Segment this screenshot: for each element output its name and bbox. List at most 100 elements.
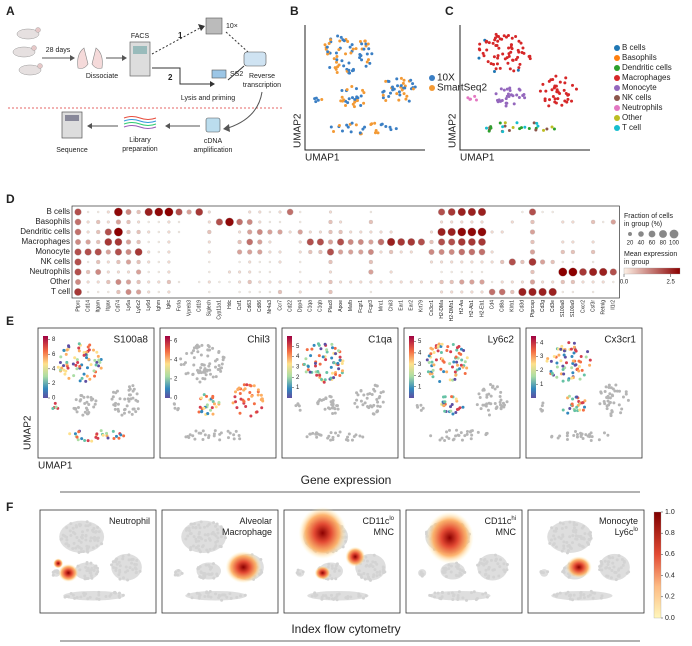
dot xyxy=(326,248,335,256)
cell-dot xyxy=(341,359,345,363)
dot xyxy=(389,230,393,234)
dot xyxy=(136,209,141,215)
cell-dot xyxy=(492,69,496,73)
colorbar-tick-label: 0.0 xyxy=(665,615,675,622)
cell-dot xyxy=(330,564,334,568)
dot xyxy=(167,260,171,264)
cell-dot xyxy=(397,90,401,94)
cell-dot xyxy=(579,360,583,364)
cell-dot xyxy=(454,411,458,415)
cell-dot xyxy=(203,525,207,529)
cell-dot xyxy=(84,533,88,537)
cell-dot xyxy=(391,85,395,89)
dot xyxy=(106,220,110,224)
dot xyxy=(96,229,101,235)
cell-dot xyxy=(504,104,508,108)
colorbar-tick-label: 2 xyxy=(540,368,544,374)
cell-dot xyxy=(560,344,564,348)
cell-dot xyxy=(362,47,366,51)
cell-dot xyxy=(453,377,457,381)
cell-dot xyxy=(231,401,235,405)
dot xyxy=(561,240,565,244)
dot xyxy=(136,289,142,295)
cell-dot xyxy=(570,376,574,380)
cell-dot xyxy=(118,564,122,568)
dot xyxy=(601,280,605,284)
cell-dot xyxy=(575,523,579,527)
cell-dot xyxy=(133,566,137,570)
cell-dot xyxy=(203,377,207,381)
cell-dot xyxy=(546,570,550,574)
dot xyxy=(157,240,160,244)
cell-dot xyxy=(376,409,380,413)
cell-dot xyxy=(402,92,406,96)
cell-dot xyxy=(367,406,371,410)
density-blob xyxy=(314,565,331,580)
cell-dot xyxy=(325,350,329,354)
cell-dot xyxy=(451,342,455,346)
cell-dot xyxy=(384,98,388,102)
population-label: Ly6clo xyxy=(615,527,639,538)
cell-dot xyxy=(395,77,399,81)
cell-dot xyxy=(365,563,369,567)
cell-dot xyxy=(357,569,361,573)
cell-dot xyxy=(387,94,391,98)
dot xyxy=(571,220,575,224)
cell-dot xyxy=(206,411,210,415)
cell-dot xyxy=(238,411,242,415)
cell-dot xyxy=(362,393,366,397)
population-label: Neutrophil xyxy=(109,516,150,526)
colorbar-tick-label: 0.8 xyxy=(665,530,675,537)
cell-dot xyxy=(207,364,211,368)
cell-dot xyxy=(82,351,86,355)
gene-label: Cd63 xyxy=(247,300,253,312)
cell-dot xyxy=(95,432,99,436)
dot xyxy=(437,227,446,237)
colorbar-tick-label: 5 xyxy=(296,344,300,350)
dot xyxy=(338,249,344,255)
cell-dot xyxy=(332,376,336,380)
cell-dot xyxy=(192,356,196,360)
dot xyxy=(298,290,302,294)
cell-dot xyxy=(308,432,312,436)
cell-dot xyxy=(314,364,318,368)
cell-dot xyxy=(51,406,55,410)
dot xyxy=(369,290,373,294)
dot xyxy=(327,239,334,245)
axis xyxy=(459,25,590,151)
cell-dot xyxy=(83,439,87,443)
cell-dot xyxy=(451,378,455,382)
cell-dot xyxy=(77,545,81,549)
cell-dot xyxy=(305,435,309,439)
cell-dot xyxy=(514,58,518,62)
row-label: Other xyxy=(50,277,70,286)
dot xyxy=(541,280,545,284)
dot xyxy=(480,260,484,264)
cell-dot xyxy=(434,358,438,362)
cell-dot xyxy=(552,534,556,538)
dot xyxy=(530,219,535,225)
cell-dot xyxy=(571,359,575,363)
cell-dot xyxy=(134,563,138,567)
cell-dot xyxy=(203,533,207,537)
cell-dot xyxy=(196,544,200,548)
dot xyxy=(459,279,465,285)
cell-dot xyxy=(419,408,423,412)
dot xyxy=(560,279,565,285)
dot xyxy=(286,208,294,216)
dot xyxy=(258,220,262,224)
cell-dot xyxy=(375,570,379,574)
gene-label: Vpreb3 xyxy=(186,300,192,316)
cell-dot xyxy=(186,534,190,538)
cell-dot xyxy=(569,547,573,551)
cell-dot xyxy=(340,129,344,133)
dot xyxy=(268,260,272,264)
cell-dot xyxy=(346,125,350,129)
cell-dot xyxy=(232,437,236,441)
cell-dot xyxy=(195,343,199,347)
cell-dot xyxy=(212,576,216,580)
library-fragment xyxy=(123,116,157,120)
cell-dot xyxy=(572,434,576,438)
cell-dot xyxy=(375,397,379,401)
cell-dot xyxy=(122,408,126,412)
